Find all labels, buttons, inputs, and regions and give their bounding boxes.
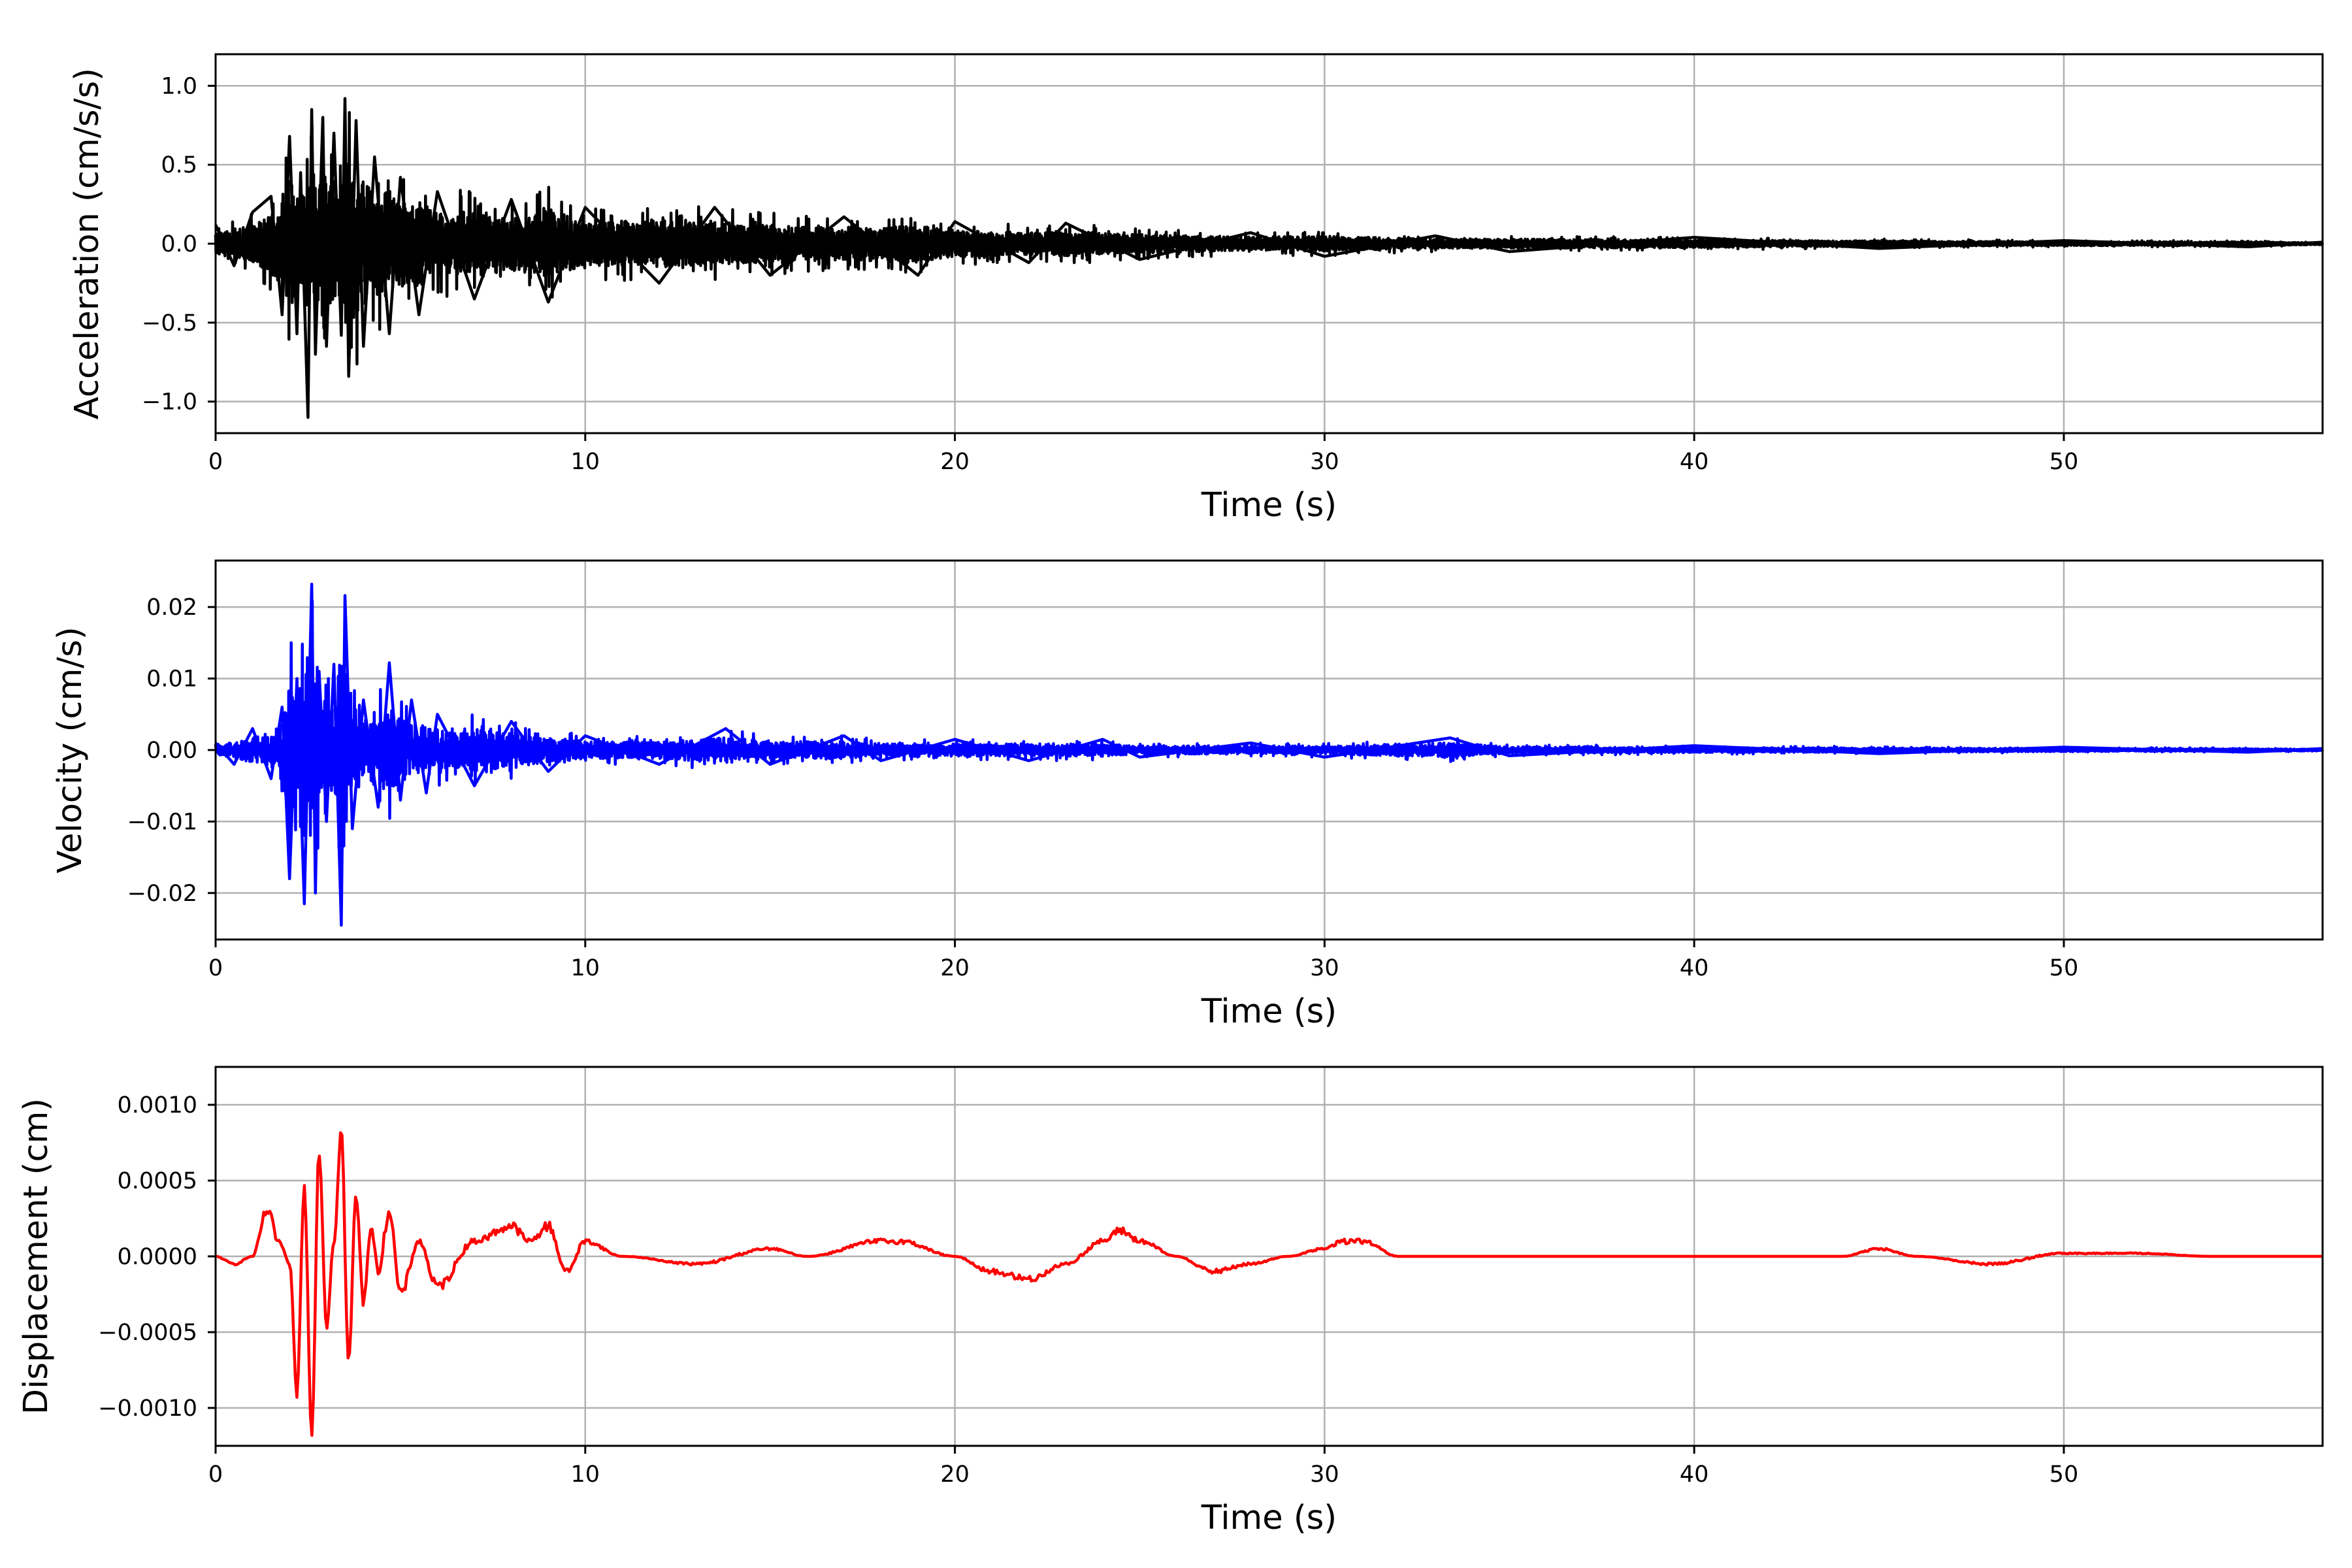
acceleration-xaxis-label: Time (s) <box>1201 486 1337 525</box>
displacement-xtick-label: 10 <box>571 1462 600 1488</box>
velocity-xtick-label: 20 <box>940 955 970 981</box>
velocity-yaxis-label: Velocity (cm/s) <box>51 627 90 874</box>
acceleration-yaxis-label: Acceleration (cm/s/s) <box>68 68 106 419</box>
displacement-xtick-label: 50 <box>2050 1462 2079 1488</box>
displacement-xtick-label: 40 <box>1680 1462 1709 1488</box>
acceleration-xtick-label: 20 <box>940 449 970 475</box>
velocity-xtick-label: 30 <box>1310 955 1339 981</box>
displacement-xaxis-label: Time (s) <box>1201 1499 1337 1537</box>
displacement-ytick-label: 0.0005 <box>118 1168 197 1194</box>
velocity-ytick-label: −0.02 <box>127 881 197 907</box>
displacement-xtick-label: 20 <box>940 1462 970 1488</box>
displacement-series-line <box>215 1131 2323 1437</box>
velocity-xtick-label: 40 <box>1680 955 1709 981</box>
acceleration-ytick-label: 0.0 <box>161 231 197 257</box>
velocity-xtick-label: 0 <box>208 955 223 981</box>
velocity-ytick-label: 0.00 <box>146 738 197 764</box>
displacement-ytick-label: −0.0005 <box>98 1320 197 1346</box>
displacement-ytick-label: −0.0010 <box>98 1396 197 1422</box>
acceleration-xtick-label: 10 <box>571 449 600 475</box>
velocity-peak-line <box>214 582 2323 927</box>
acceleration-xtick-label: 30 <box>1310 449 1339 475</box>
acceleration-peak-line <box>214 97 2323 419</box>
velocity-series-line <box>214 599 2325 850</box>
velocity-panel: 0 10 20 30 40 50 −0.02 −0.01 0.00 0.01 0.02 Time (s… <box>51 559 2325 1031</box>
displacement-yaxis-label: Displacement (cm) <box>17 1098 56 1414</box>
displacement-xtick-label: 30 <box>1310 1462 1339 1488</box>
acceleration-xtick-label: 0 <box>208 449 223 475</box>
acceleration-ytick-label: −1.0 <box>142 389 197 416</box>
velocity-ytick-label: −0.01 <box>127 809 197 835</box>
velocity-xtick-label: 50 <box>2050 955 2079 981</box>
acceleration-xtick-label: 40 <box>1680 449 1709 475</box>
velocity-ytick-label: 0.02 <box>146 595 197 621</box>
velocity-ytick-label: 0.01 <box>146 666 197 693</box>
displacement-panel: 0 10 20 30 40 50 −0.0010 −0.0005 0.0000 0.0005 0.0… <box>17 1066 2324 1537</box>
displacement-ytick-label: 0.0010 <box>118 1092 197 1119</box>
velocity-xtick-label: 10 <box>571 955 600 981</box>
acceleration-ytick-label: −0.5 <box>142 310 197 336</box>
acceleration-ytick-label: 0.5 <box>161 152 197 178</box>
displacement-xtick-label: 0 <box>208 1462 223 1488</box>
acceleration-xtick-label: 50 <box>2050 449 2079 475</box>
velocity-xaxis-label: Time (s) <box>1201 992 1337 1031</box>
acceleration-panel: 0 10 20 30 40 50 −1.0 −0.5 0.0 0.5 1.0 Time (s) Acce… <box>68 53 2325 525</box>
displacement-ytick-label: 0.0000 <box>118 1244 197 1270</box>
acceleration-ytick-label: 1.0 <box>161 73 197 99</box>
